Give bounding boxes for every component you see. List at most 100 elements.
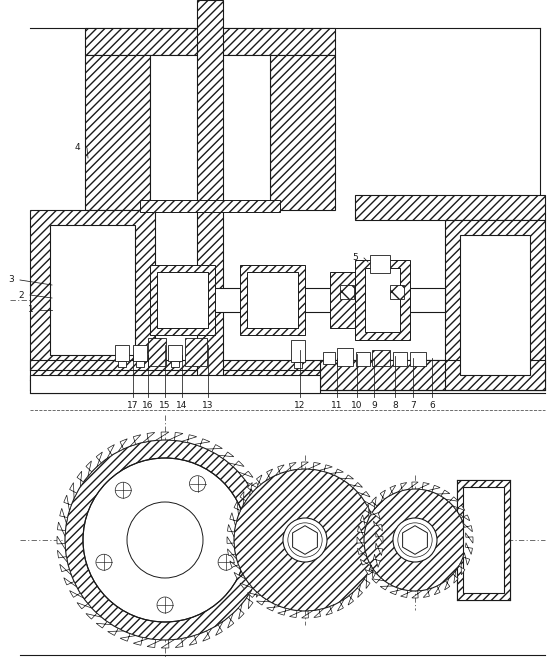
Polygon shape [349, 482, 362, 488]
Polygon shape [228, 461, 244, 467]
Circle shape [96, 554, 112, 570]
Polygon shape [143, 432, 155, 443]
Polygon shape [293, 526, 318, 554]
Polygon shape [234, 502, 240, 515]
Polygon shape [266, 469, 273, 481]
Polygon shape [218, 452, 234, 459]
Polygon shape [374, 521, 382, 531]
Text: 8: 8 [392, 401, 398, 409]
Polygon shape [253, 581, 260, 597]
Polygon shape [403, 526, 427, 554]
Bar [365, 268, 400, 332]
Polygon shape [238, 604, 244, 619]
Polygon shape [445, 578, 450, 590]
Polygon shape [358, 525, 365, 537]
Polygon shape [227, 525, 235, 537]
Bar [85, 28, 335, 55]
Polygon shape [234, 572, 246, 579]
Polygon shape [256, 475, 262, 488]
Bar [168, 345, 182, 361]
Bar [330, 272, 360, 328]
Polygon shape [259, 570, 266, 585]
Polygon shape [418, 482, 430, 490]
Circle shape [149, 524, 181, 556]
Polygon shape [459, 562, 465, 575]
Polygon shape [390, 588, 403, 595]
Polygon shape [330, 469, 343, 475]
Polygon shape [380, 490, 385, 502]
Polygon shape [253, 493, 266, 502]
Bar [136, 361, 144, 367]
Bar [356, 352, 370, 366]
Polygon shape [437, 490, 450, 496]
Polygon shape [434, 584, 441, 595]
Polygon shape [264, 544, 273, 558]
Polygon shape [248, 592, 261, 597]
Polygon shape [189, 634, 200, 645]
Bar [291, 340, 305, 362]
Polygon shape [133, 638, 148, 645]
Polygon shape [463, 552, 470, 565]
Bar [50, 225, 135, 355]
Circle shape [157, 597, 173, 613]
Polygon shape [453, 505, 465, 510]
Polygon shape [348, 592, 353, 605]
Text: 3: 3 [8, 275, 14, 284]
Polygon shape [340, 475, 353, 481]
Polygon shape [459, 514, 470, 521]
Polygon shape [263, 556, 270, 572]
Polygon shape [227, 613, 234, 628]
Bar [197, 0, 223, 390]
Polygon shape [357, 584, 362, 597]
Polygon shape [240, 492, 246, 505]
Bar [155, 288, 445, 312]
Polygon shape [465, 543, 473, 554]
Text: 10: 10 [351, 401, 363, 409]
Polygon shape [69, 482, 77, 498]
Polygon shape [364, 501, 376, 508]
Polygon shape [446, 497, 458, 502]
Polygon shape [60, 508, 68, 523]
Bar [393, 352, 407, 366]
Polygon shape [238, 471, 253, 477]
Bar [410, 352, 426, 366]
Bar [133, 345, 147, 361]
Polygon shape [194, 439, 210, 446]
Bar [355, 260, 410, 340]
Polygon shape [175, 638, 188, 647]
Circle shape [393, 518, 437, 562]
Polygon shape [118, 439, 127, 451]
Text: 17: 17 [127, 401, 139, 409]
Polygon shape [365, 505, 371, 518]
Bar [150, 265, 215, 335]
Polygon shape [360, 559, 371, 566]
Polygon shape [365, 570, 377, 575]
Bar [85, 55, 150, 210]
Text: 12: 12 [295, 401, 306, 409]
Polygon shape [96, 622, 112, 628]
Polygon shape [453, 571, 458, 583]
Bar [370, 255, 390, 273]
Polygon shape [240, 583, 253, 589]
Polygon shape [58, 522, 66, 537]
Circle shape [65, 440, 265, 640]
Polygon shape [64, 578, 77, 587]
Bar [337, 348, 353, 366]
Text: 2: 2 [18, 290, 24, 300]
Polygon shape [319, 465, 332, 472]
Polygon shape [428, 485, 440, 492]
Polygon shape [358, 548, 367, 557]
Polygon shape [60, 564, 71, 575]
Polygon shape [264, 531, 273, 544]
Bar [460, 235, 530, 375]
Polygon shape [203, 628, 212, 642]
Polygon shape [169, 432, 183, 440]
Text: 11: 11 [332, 401, 343, 409]
Polygon shape [276, 465, 284, 475]
Polygon shape [376, 532, 383, 543]
Polygon shape [86, 461, 92, 477]
Polygon shape [263, 517, 273, 530]
Text: 6: 6 [429, 401, 435, 409]
Text: 9: 9 [371, 401, 377, 409]
Polygon shape [64, 495, 71, 511]
